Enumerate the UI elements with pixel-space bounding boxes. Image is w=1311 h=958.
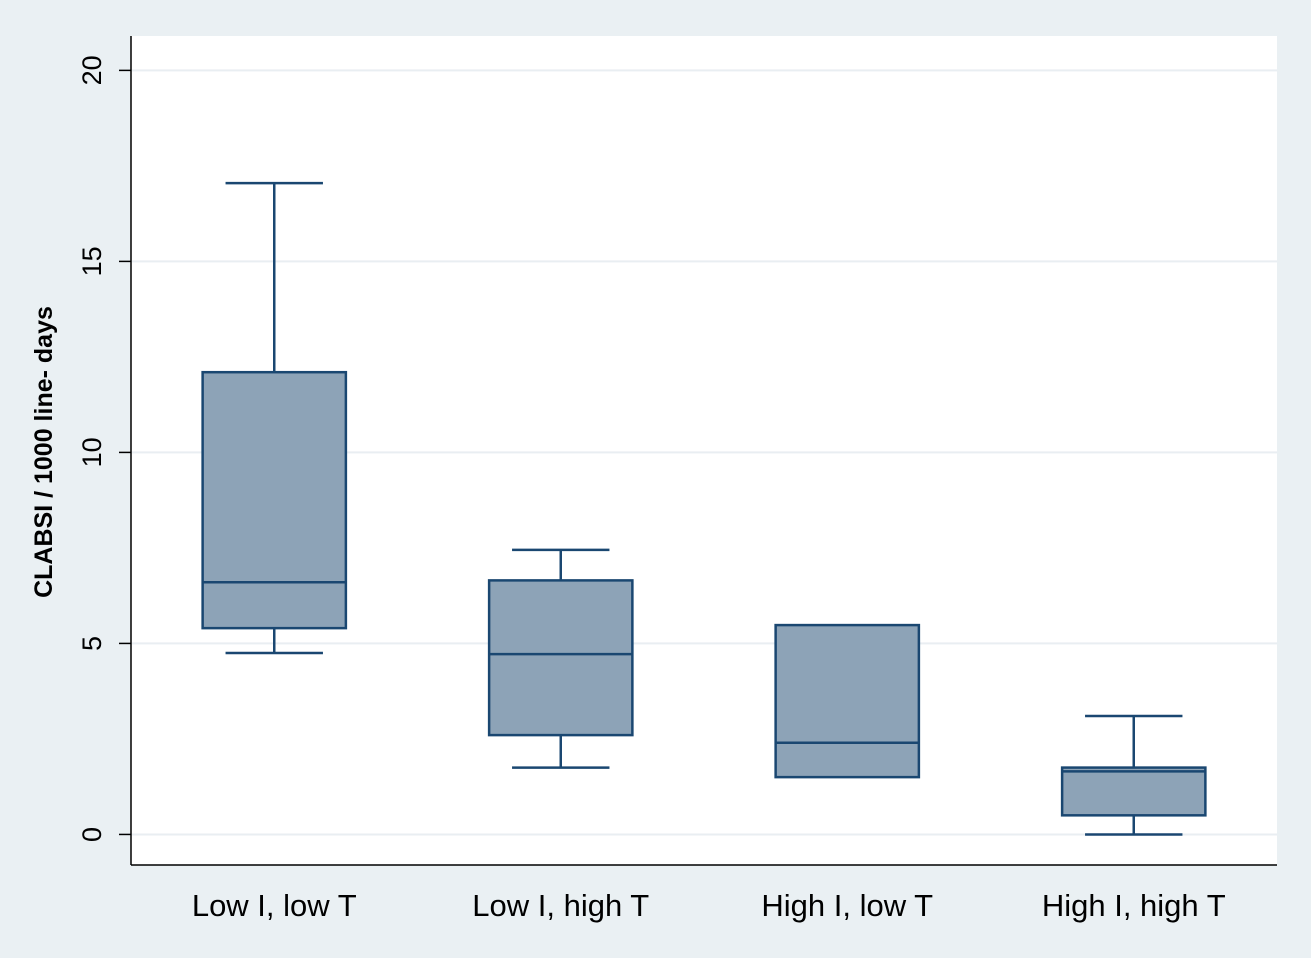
box-1 [201, 181, 348, 655]
y-axis-label: CLABSI / 1000 line- days [30, 306, 58, 598]
box-1-iqr-box [201, 370, 348, 630]
box-4 [1060, 714, 1207, 836]
box-3-iqr-box [774, 623, 921, 779]
box-3 [774, 623, 921, 779]
x-tick-label-2: Low I, high T [472, 888, 649, 923]
x-tick-label-4: High I, high T [1042, 888, 1226, 923]
boxes [201, 181, 1207, 836]
x-tick-labels: Low I, low T Low I, high T High I, low T Hi… [192, 888, 1226, 923]
y-tick-label-20: 20 [77, 55, 107, 85]
y-tick-label-0: 0 [77, 827, 107, 842]
box-2-iqr-box [487, 579, 634, 737]
box-2 [487, 548, 634, 769]
box-4-iqr-box [1060, 766, 1207, 817]
x-tick-label-3: High I, low T [761, 888, 933, 923]
x-tick-label-1: Low I, low T [192, 888, 357, 923]
y-tick-label-15: 15 [77, 246, 107, 276]
y-ticks: 0 5 10 15 20 [77, 55, 131, 842]
y-tick-label-10: 10 [77, 437, 107, 467]
grid-lines [131, 69, 1277, 836]
y-tick-label-5: 5 [77, 636, 107, 651]
